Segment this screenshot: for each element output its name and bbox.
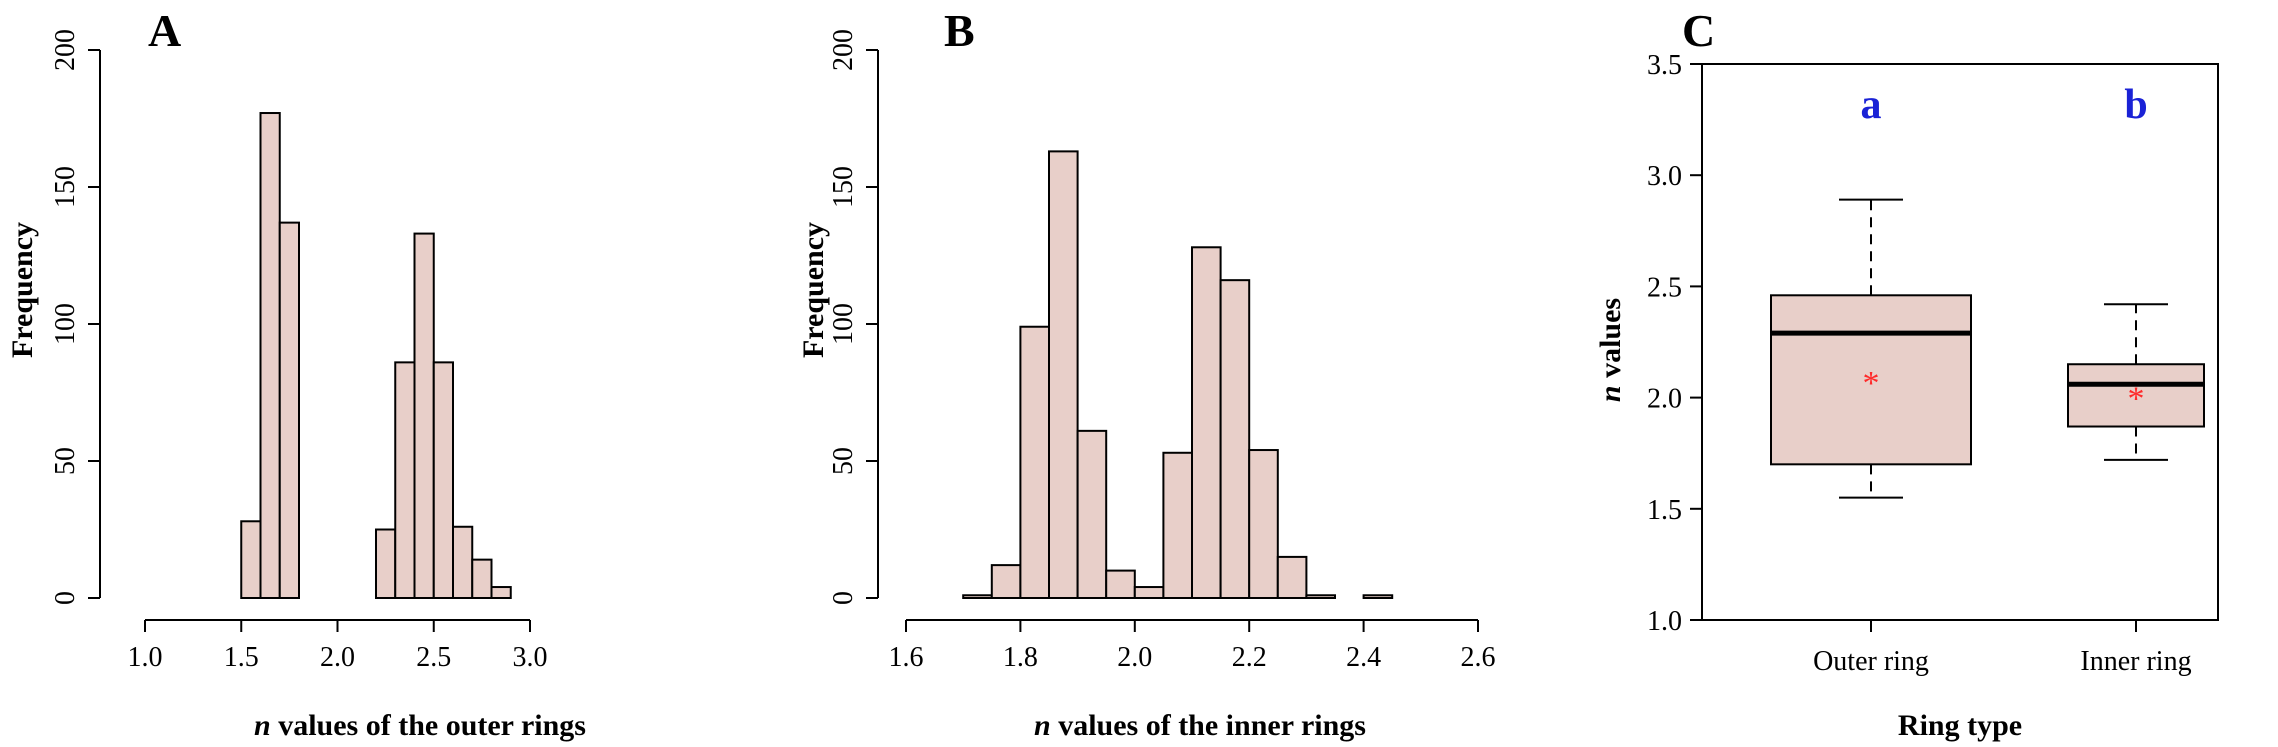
panel-a-bar xyxy=(413,232,435,600)
panel-b-bar xyxy=(1276,555,1308,600)
panel-c-y-axis-title-n: n xyxy=(1594,385,1627,402)
panel-b-x-tick-label: 2.4 xyxy=(1346,642,1381,673)
panel-a-histogram: A Frequency 0 50 100 150 200 1.0 1.5 2.0 2.5 3.0… xyxy=(6,5,586,742)
panel-a-x-axis-title: n values of the outer rings xyxy=(254,709,586,742)
panel-b-y-tick-label: 150 xyxy=(828,166,859,208)
panel-b-x-ticks: 1.6 1.8 2.0 2.2 2.4 2.6 xyxy=(889,619,1496,673)
panel-c-boxes: * a Outer ring * b Inner ring xyxy=(1770,82,2205,677)
panel-a-y-tick-label: 150 xyxy=(50,166,81,208)
panel-a-y-axis-label: Frequency xyxy=(6,222,39,358)
panel-b-x-tick-label: 1.8 xyxy=(1003,642,1038,673)
panel-b-x-tick-label: 2.2 xyxy=(1232,642,1267,673)
panel-a-y-tick-label: 200 xyxy=(50,29,81,71)
panel-c-x-axis-title: Ring type xyxy=(1898,709,2022,742)
panel-b-bars xyxy=(962,150,1394,600)
panel-a-x-tick-label: 2.5 xyxy=(416,642,451,673)
panel-a-letter: A xyxy=(148,5,181,56)
panel-a-bar xyxy=(394,361,416,599)
panel-b-y-tick-label: 0 xyxy=(828,591,859,605)
panel-b-bar xyxy=(1248,449,1279,600)
panel-a-bar xyxy=(490,586,512,599)
panel-b-bar xyxy=(1105,569,1136,599)
panel-c-y-ticks: 1.0 1.5 2.0 2.5 3.0 3.5 xyxy=(1647,50,1702,637)
panel-c-boxplot: C n values 1.0 1.5 2.0 2.5 3.0 3.5 * a Outer ri… xyxy=(1594,5,2219,742)
panel-b-x-axis-title-n: n xyxy=(1034,709,1051,742)
panel-b-bar xyxy=(962,594,993,600)
panel-a-y-tick-label: 0 xyxy=(50,591,81,605)
panel-a-bar xyxy=(240,520,262,600)
panel-c-y-tick-label: 3.5 xyxy=(1647,50,1682,81)
panel-a-bar xyxy=(452,525,474,600)
panel-c-significance-letter: a xyxy=(1861,82,1882,128)
panel-a-x-tick-label: 3.0 xyxy=(513,642,548,673)
panel-c-significance-letter: b xyxy=(2124,82,2147,128)
panel-b-bar xyxy=(990,564,1022,599)
panel-c-plot-frame xyxy=(1701,63,2219,621)
panel-c-box-group: * a Outer ring xyxy=(1770,82,1972,677)
panel-c-x-tick-label: Outer ring xyxy=(1813,646,1929,677)
panel-b-y-tick-label: 200 xyxy=(828,29,859,71)
panel-c-y-tick-label: 2.0 xyxy=(1647,384,1682,415)
panel-c-letter: C xyxy=(1682,5,1715,56)
panel-a-x-tick-label: 1.0 xyxy=(128,642,163,673)
panel-c-y-axis-title: n values xyxy=(1594,298,1627,402)
panel-b-bar xyxy=(1019,325,1051,599)
panel-b-bar xyxy=(1219,279,1251,599)
panel-b-bar xyxy=(1162,451,1194,599)
panel-a-x-ticks: 1.0 1.5 2.0 2.5 3.0 xyxy=(128,619,548,673)
panel-a-bar xyxy=(259,112,281,600)
panel-b-histogram: B Frequency 0 50 100 150 200 1.6 1.8 2.0 2.2 2.4… xyxy=(797,5,1496,742)
panel-b-bar xyxy=(1191,246,1222,599)
panel-a-y-tick-label: 100 xyxy=(50,303,81,345)
panel-b-bar xyxy=(1362,594,1394,600)
panel-b-x-tick-label: 1.6 xyxy=(889,642,924,673)
panel-b-x-tick-label: 2.0 xyxy=(1117,642,1152,673)
panel-c-box xyxy=(2067,363,2205,428)
panel-a-y-tick-label: 50 xyxy=(50,447,81,475)
panel-a-bar xyxy=(278,221,300,599)
panel-a-x-tick-label: 2.0 xyxy=(320,642,355,673)
panel-a-bar xyxy=(375,528,397,599)
panel-a-bar xyxy=(471,558,493,600)
panel-a-bar xyxy=(432,361,454,599)
panel-c-box-group: * b Inner ring xyxy=(2067,82,2205,677)
panel-b-y-axis-label: Frequency xyxy=(797,222,830,358)
panel-b-y-ticks: 0 50 100 150 200 xyxy=(828,29,879,605)
panel-c-y-tick-label: 3.0 xyxy=(1647,161,1682,192)
panel-a-y-ticks: 0 50 100 150 200 xyxy=(50,29,101,605)
panel-c-y-axis-title-rest: values xyxy=(1594,298,1627,386)
panel-b-y-axis-title: Frequency xyxy=(797,222,830,358)
panel-b-bar xyxy=(1048,150,1079,599)
panel-b-x-tick-label: 2.6 xyxy=(1461,642,1496,673)
panel-b-bar xyxy=(1076,429,1108,599)
panel-c-y-tick-label: 1.0 xyxy=(1647,606,1682,637)
panel-b-bar xyxy=(1305,594,1337,600)
panel-c-box xyxy=(1770,294,1972,466)
panel-b-x-axis-title: n values of the inner rings xyxy=(1034,709,1366,742)
panel-c-mean-marker: * xyxy=(1863,365,1880,402)
panel-a-bars xyxy=(240,112,512,600)
panel-c-y-axis-label: n values xyxy=(1594,298,1627,402)
panel-b-y-tick-label: 50 xyxy=(828,447,859,475)
panel-a-x-axis-title-n: n xyxy=(254,709,271,742)
panel-c-y-tick-label: 2.5 xyxy=(1647,272,1682,303)
panel-a-x-axis-title-rest: values of the outer rings xyxy=(271,709,586,742)
panel-b-x-axis-title-rest: values of the inner rings xyxy=(1051,709,1366,742)
panel-b-bar xyxy=(1133,586,1165,599)
panel-a-x-tick-label: 1.5 xyxy=(224,642,259,673)
panel-c-x-tick-label: Inner ring xyxy=(2080,646,2191,677)
panel-b-y-tick-label: 100 xyxy=(828,303,859,345)
panel-c-y-tick-label: 1.5 xyxy=(1647,495,1682,526)
panel-b-letter: B xyxy=(944,5,975,56)
panel-c-mean-marker: * xyxy=(2128,380,2145,417)
panel-a-y-axis-title: Frequency xyxy=(6,222,39,358)
